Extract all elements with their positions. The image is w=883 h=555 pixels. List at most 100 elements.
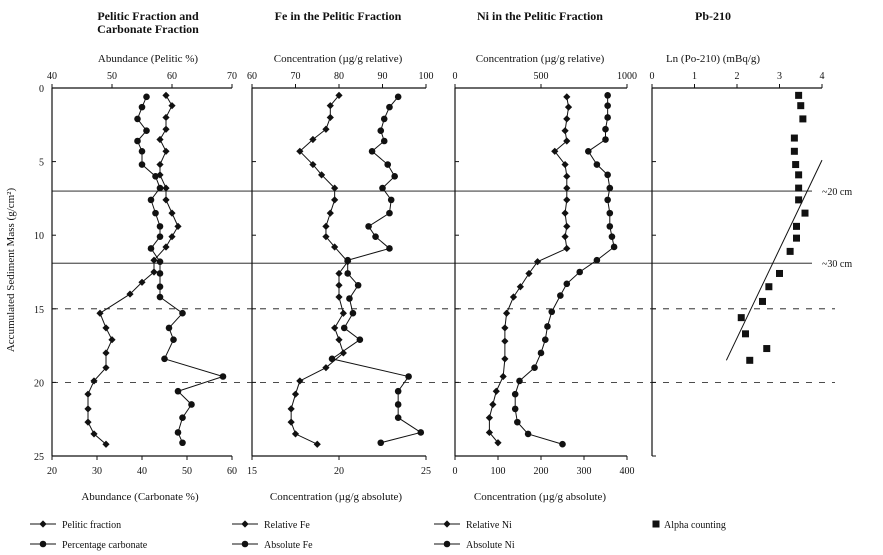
y-tick-label-1: 5 — [39, 158, 44, 169]
legend: Pelitic fraction Percentage carbonate Rela… — [30, 520, 726, 551]
panel-2-series-1-point-2 — [326, 102, 334, 110]
panel-4-series-1-point-5 — [790, 147, 798, 155]
panel-1-series-1-point-14 — [162, 243, 170, 251]
panel-3-series-1-point-22 — [501, 355, 509, 363]
panel-4-title: Pb-210 — [695, 9, 731, 23]
panel-1-bottom-tick-label-0: 20 — [47, 466, 57, 477]
panel-3-series-1-point-5 — [563, 137, 571, 145]
panel-2-series-2-point-23 — [405, 373, 412, 380]
panel-3-series-1-point-19 — [503, 309, 511, 317]
panel-1-series-1-point-21 — [108, 336, 116, 344]
panel-2-series-1-point-13 — [322, 233, 330, 241]
y-tick-label-2: 10 — [34, 231, 44, 242]
panel-3-series-2-point-24 — [516, 377, 523, 385]
panel-2-series-1-point-12 — [322, 222, 330, 230]
panel-3-bottom-tick-label-4: 400 — [620, 466, 635, 477]
panel-2-series-2-point-19 — [349, 309, 357, 317]
panel-3-series-2-point-25 — [511, 390, 519, 398]
panel-1-title-line-1: Pelitic Fraction and — [97, 9, 199, 23]
panel-2-series-1-point-8 — [318, 171, 326, 179]
panel-3-bottom-tick-label-0: 0 — [453, 466, 458, 477]
panel-4-series-1-point-19 — [763, 345, 771, 353]
panel-1-top-tick-label-2: 60 — [167, 71, 177, 82]
panel-1-series-1-point-11 — [168, 209, 176, 217]
panel-3-series-2-point-3 — [604, 114, 611, 121]
panel-3-series-2-point-29 — [559, 440, 566, 448]
panel-1-series-2-point-12 — [156, 223, 164, 230]
panel-3-series-2-point-16 — [576, 268, 583, 276]
panel-3-title: Ni in the Pelitic Fraction — [477, 9, 603, 23]
panel-4-series-1-point-12 — [793, 234, 800, 242]
panel-1-bottom-tick-label-4: 60 — [227, 466, 237, 477]
panel-1-series-2-point-17 — [156, 283, 164, 291]
panel-3-series-2-point-27 — [514, 418, 521, 426]
panel-2-series-2-point-5 — [380, 137, 388, 145]
panel-1-series-1-point-28 — [90, 430, 98, 438]
panel-3-series-1-point-24 — [492, 387, 500, 395]
panel-4-series-1-point-2 — [797, 102, 805, 110]
panel-1-series-1-point-4 — [162, 125, 170, 133]
panel-4-series-1-point-11 — [793, 222, 800, 230]
panel-4-series-1-point-17 — [737, 314, 745, 322]
y-axis-label: Accumulated Sediment Mass (g/cm²) — [5, 188, 17, 353]
panel-1-series-2-point-9 — [156, 184, 164, 192]
panel-1-legend-label-2: Percentage carbonate — [62, 540, 148, 551]
panel-2-top-tick-label-1: 70 — [291, 71, 301, 82]
panel-2-series-2-point-1 — [394, 93, 402, 101]
panel-4-legend-label-1: Alpha counting — [664, 520, 726, 531]
panel-4-series-1-point-10 — [801, 209, 809, 217]
panel-2-series-2-point-7 — [384, 161, 392, 168]
panel-2-top-axis-label: Concentration (µg/g relative) — [274, 53, 403, 65]
panel-2-series-2-point-4 — [377, 127, 385, 134]
panel-3-series-1-point-2 — [564, 103, 573, 111]
panel-3-series-2-point-10 — [604, 196, 611, 204]
panel-3-series-1-point-8 — [563, 172, 571, 180]
panel-1-series-1-point-1 — [162, 91, 170, 99]
panel-1-top-tick-label-0: 40 — [47, 71, 57, 82]
panel-3-series-1-point-23 — [499, 372, 507, 381]
panel-3-top-tick-label-2: 1000 — [617, 71, 637, 82]
panel-3-series-1-point-27 — [485, 428, 493, 437]
panel-1-series-2-point-22 — [161, 355, 168, 363]
panel-1-series-2-point-2 — [138, 103, 146, 111]
panel-2-series-2-point-6 — [368, 147, 376, 155]
panel-4-top-axis-label: Ln (Po-210) (mBq/g) — [666, 53, 760, 65]
panel-2-series-2-point-21 — [356, 336, 364, 344]
panel-1-bottom-tick-label-1: 30 — [92, 466, 102, 477]
panel-2-bottom-tick-label-0: 15 — [247, 466, 257, 477]
panel-1-series-2-point-5 — [134, 137, 141, 145]
panel-1-bottom-axis-label: Abundance (Carbonate %) — [81, 491, 199, 503]
panel-3-series-1-point-14 — [563, 244, 571, 253]
panel-3-series-2-point-6 — [585, 147, 592, 155]
panel-2-series-1-point-1 — [335, 91, 343, 99]
panel-3-series-2-point-18 — [557, 292, 564, 299]
panel-3-series-2-point-15 — [593, 256, 601, 264]
panel-2-series-2-point-24 — [394, 387, 402, 395]
panel-1-series-1-point-12 — [174, 222, 182, 230]
panel-4-series-1-point-6 — [792, 161, 800, 169]
panel-1-bottom-tick-label-2: 40 — [137, 466, 147, 477]
panel-3-series-2-point-7 — [593, 161, 601, 168]
panel-1-series-1-point-9 — [162, 184, 170, 192]
panel-4-series-1-point-7 — [795, 171, 803, 179]
panel-2-series-2-point-15 — [344, 256, 352, 264]
panel-4-top-tick-label-1: 1 — [692, 71, 697, 82]
panel-4-series-1-point-16 — [759, 297, 766, 305]
panel-4-regression-line — [725, 159, 823, 361]
panel-1-series-1-point-23 — [102, 364, 110, 372]
panel-2-series-2-point-11 — [386, 209, 393, 217]
panel-1-series-2-point-25 — [188, 401, 195, 408]
panel-4-series-1-point-15 — [765, 283, 773, 291]
panel-1-series-1-point-24 — [90, 377, 98, 385]
panel-3-bottom-tick-label-3: 300 — [577, 466, 592, 477]
panel-3-series-1-point-21 — [501, 337, 509, 345]
panel-3-top-axis-label: Concentration (µg/g relative) — [476, 53, 605, 65]
panel-1-series-2-point-10 — [147, 196, 155, 204]
panel-3-series-1-point-15 — [533, 258, 542, 266]
panel-2-series-1-point-9 — [331, 184, 339, 192]
panel-3-series-2-point-14 — [610, 243, 618, 251]
panel-4-top-tick-label-3: 3 — [777, 71, 782, 82]
panel-1-series-2-point-8 — [152, 173, 159, 180]
panel-3-bottom-axis-label: Concentration (µg/g absolute) — [474, 491, 607, 503]
panel-1-series-1-point-19 — [96, 309, 104, 317]
